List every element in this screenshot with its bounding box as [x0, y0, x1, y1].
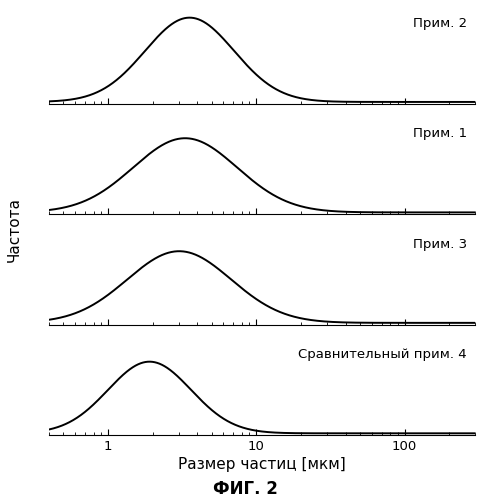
X-axis label: Размер частиц [мкм]: Размер частиц [мкм] — [178, 457, 346, 472]
Text: Частота: Частота — [7, 198, 22, 262]
Text: Сравнительный прим. 4: Сравнительный прим. 4 — [298, 348, 467, 361]
Text: Прим. 2: Прим. 2 — [413, 17, 467, 30]
Text: Прим. 3: Прим. 3 — [413, 238, 467, 251]
Text: ФИГ. 2: ФИГ. 2 — [213, 480, 277, 498]
Text: Прим. 1: Прим. 1 — [413, 128, 467, 140]
